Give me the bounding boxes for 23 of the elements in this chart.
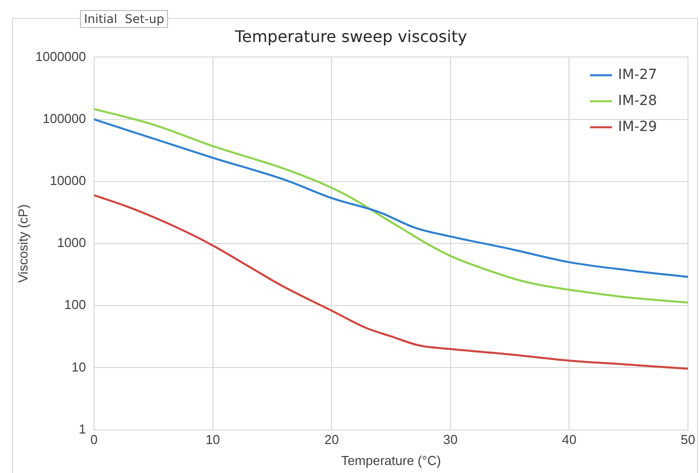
x-axis-title: Temperature (°C) — [341, 452, 441, 468]
y-tick-label: 10 — [72, 359, 86, 374]
y-tick-label: 100 — [64, 297, 86, 312]
x-tick-label: 20 — [324, 432, 339, 448]
y-tick-label: 1 — [78, 421, 86, 436]
legend-label: IM-28 — [618, 92, 658, 109]
line-series — [94, 194, 688, 370]
legend-label: IM-27 — [618, 66, 658, 83]
x-tick-label: 50 — [680, 432, 696, 448]
text: Initial Set-up — [80, 10, 168, 28]
x-tick-label: 30 — [443, 432, 458, 448]
x-tick-label: 40 — [562, 432, 576, 448]
legend-label: IM-29 — [618, 118, 658, 135]
y-tick-label: 1000 — [57, 235, 86, 250]
y-tick-label: 100000 — [42, 110, 86, 126]
line-series — [94, 108, 688, 304]
chart-title: Temperature sweep viscosity — [234, 26, 468, 46]
y-tick-label: 1000000 — [35, 48, 86, 64]
x-tick-label: 10 — [206, 432, 220, 448]
line-series — [94, 118, 688, 278]
x-tick-label: 0 — [90, 432, 98, 448]
y-tick-label: 10000 — [50, 172, 86, 188]
y-axis-title: Viscosity (cP) — [15, 204, 30, 283]
